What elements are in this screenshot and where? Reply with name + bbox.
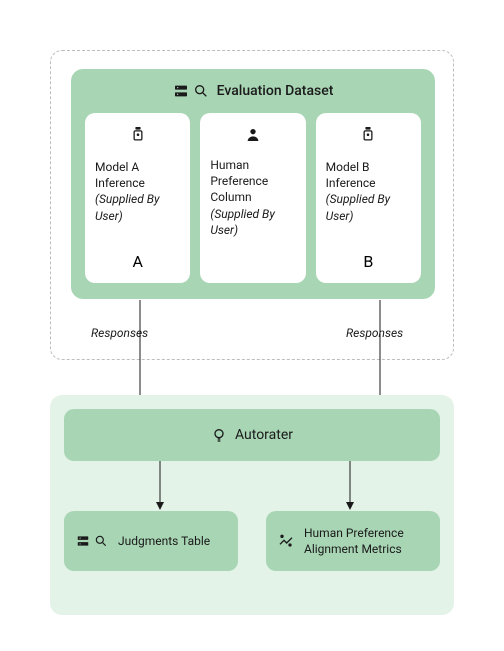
flowchart-diagram: Evaluation Dataset Model A Inference (Su… bbox=[0, 0, 504, 651]
arrow-autorater-to-metrics bbox=[0, 0, 504, 651]
